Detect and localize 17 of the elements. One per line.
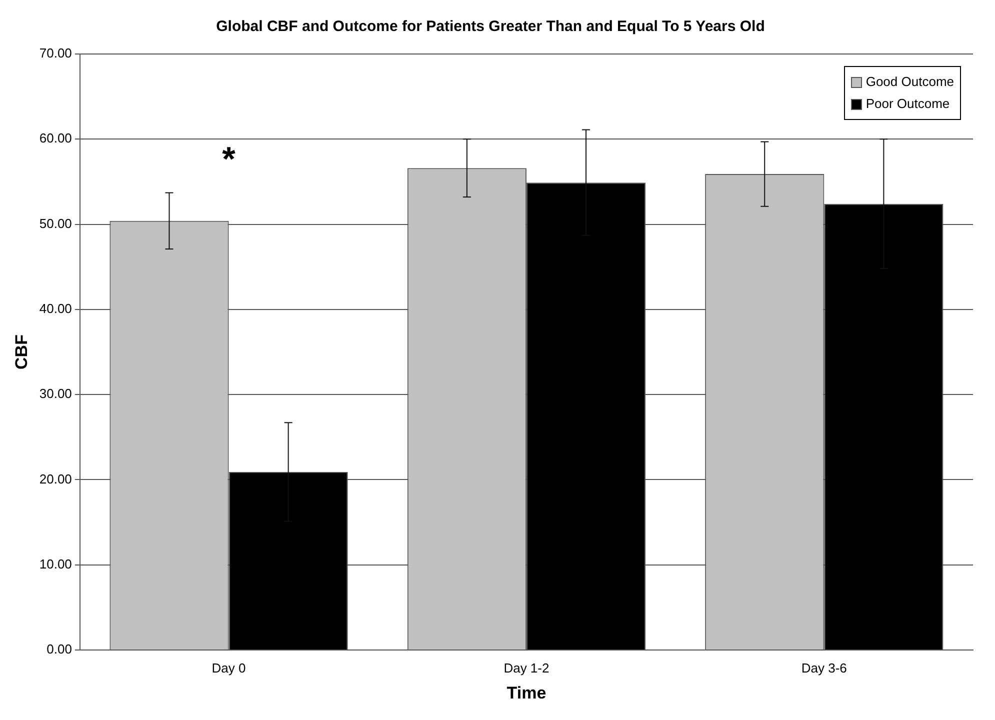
annotation: * — [222, 140, 236, 179]
x-tick-label: Day 3-6 — [801, 660, 847, 676]
x-axis-title: Time — [506, 683, 546, 702]
legend-label: Poor Outcome — [866, 95, 950, 113]
x-tick-label: Day 0 — [212, 660, 246, 676]
legend-label: Good Outcome — [866, 73, 954, 91]
y-tick-label: 60.00 — [39, 130, 72, 146]
y-tick-label: 70.00 — [39, 46, 72, 61]
y-tick-label: 0.00 — [46, 642, 72, 657]
y-tick-label: 20.00 — [39, 471, 72, 486]
y-tick-label: 10.00 — [39, 556, 72, 572]
y-tick-label: 30.00 — [39, 386, 72, 402]
y-tick-label: 40.00 — [39, 301, 72, 316]
x-tick-label: Day 1-2 — [504, 660, 550, 676]
chart-title: Global CBF and Outcome for Patients Greater Than and Equal To 5 Years Old — [216, 18, 765, 36]
y-tick-label: 50.00 — [39, 216, 72, 231]
y-axis-title: CBF — [12, 334, 31, 370]
